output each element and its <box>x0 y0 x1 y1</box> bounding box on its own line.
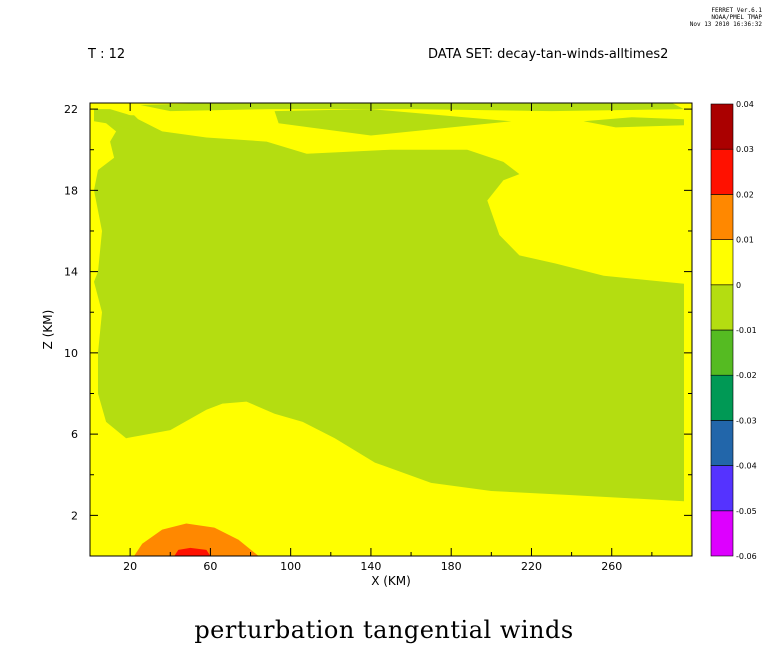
y-tick-label: 2 <box>71 509 78 522</box>
colorbar-swatch-9 <box>710 103 734 150</box>
colorbar-swatch-5 <box>710 284 734 331</box>
contour-region-3 <box>140 103 684 112</box>
contour-region-1 <box>274 109 512 136</box>
contour-region-0 <box>94 109 684 502</box>
colorbar-swatch-7 <box>710 194 734 240</box>
ferret-date: Nov 13 2010 16:36:32 <box>689 21 762 28</box>
x-tick-label: 60 <box>203 560 217 573</box>
colorbar-label: 0.03 <box>736 145 754 154</box>
colorbar-label: -0.05 <box>736 507 757 516</box>
x-tick-label: 180 <box>441 560 462 573</box>
x-tick-label: 100 <box>280 560 301 573</box>
colorbar-label: -0.02 <box>736 371 757 380</box>
contour-region-5 <box>134 523 259 556</box>
y-axis-label: Z (KM) <box>41 310 55 350</box>
chart-title: perturbation tangential winds <box>194 616 574 644</box>
ferret-stamp: FERRET Ver.6.1 NOAA/PMEL TMAP Nov 13 201… <box>690 7 762 28</box>
colorbar-label: 0.02 <box>736 190 754 199</box>
colorbar-label: -0.04 <box>736 462 757 471</box>
colorbar-label: 0.01 <box>736 236 754 245</box>
contour-region-2 <box>110 115 143 130</box>
colorbar-swatch-2 <box>710 420 734 466</box>
x-tick-label: 260 <box>601 560 622 573</box>
y-tick-label: 6 <box>71 428 78 441</box>
time-label: T : 12 <box>88 47 126 62</box>
x-axis-label: X (KM) <box>371 574 411 588</box>
y-tick-label: 10 <box>64 347 78 360</box>
axes: 20 60 100 140 180 220 260 2 6 10 14 18 22 X (KM) Z (KM… <box>41 102 693 588</box>
dataset-label: DATA SET: decay-tan-winds-alltimes2 <box>428 47 669 62</box>
ferret-version: FERRET Ver.6.1 <box>711 7 762 14</box>
x-tick-label: 20 <box>123 560 137 573</box>
y-tick-label: 14 <box>64 266 78 279</box>
colorbar: -0.06 -0.05 -0.04 -0.03 -0.02 -0.01 0 0.01 0.02 0… <box>710 100 757 561</box>
plot-frame <box>89 102 693 557</box>
y-tick-label: 22 <box>64 103 78 116</box>
x-tick-label: 220 <box>521 560 542 573</box>
ferret-org: NOAA/PMEL TMAP <box>711 14 762 21</box>
colorbar-label: -0.01 <box>736 326 757 335</box>
colorbar-swatch-8 <box>710 148 734 195</box>
colorbar-label: 0 <box>736 281 741 290</box>
x-tick-label: 140 <box>360 560 381 573</box>
colorbar-swatch-0 <box>710 510 734 557</box>
plot-area <box>90 103 692 556</box>
colorbar-swatch-6 <box>710 239 734 286</box>
colorbar-swatch-4 <box>710 329 734 376</box>
y-tick-label: 18 <box>64 184 78 197</box>
colorbar-label: 0.04 <box>736 100 754 109</box>
contour-region-4 <box>583 117 684 128</box>
colorbar-label: -0.06 <box>736 552 757 561</box>
colorbar-label: -0.03 <box>736 416 757 425</box>
colorbar-swatch-1 <box>710 465 734 512</box>
colorbar-swatch-3 <box>710 374 734 421</box>
contour-region-6 <box>174 547 211 556</box>
